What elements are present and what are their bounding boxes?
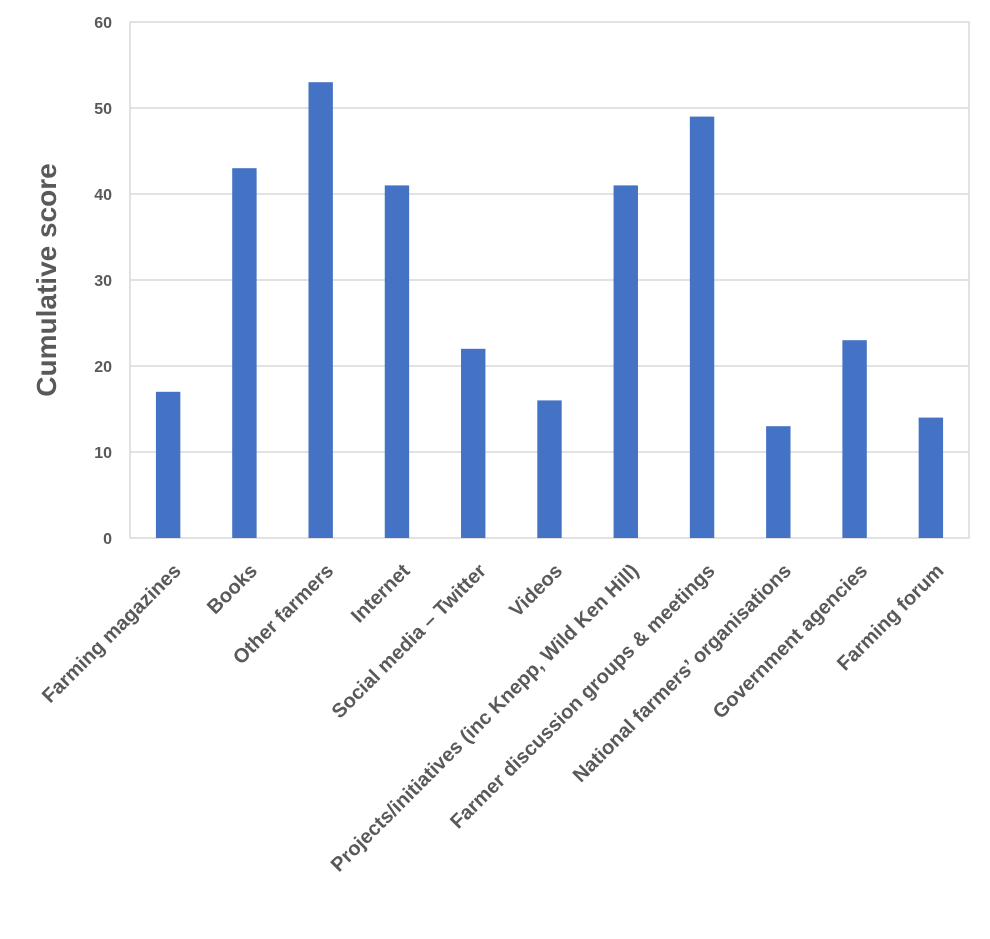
bars: [155, 82, 944, 538]
bar: [689, 116, 715, 538]
y-tick-label: 0: [103, 531, 112, 548]
y-tick-label: 60: [94, 15, 112, 32]
bar: [537, 400, 562, 538]
bar: [766, 426, 791, 538]
y-axis-title: Cumulative score: [31, 163, 62, 396]
bar: [155, 391, 181, 538]
y-tick-label: 30: [94, 273, 112, 290]
gridlines: [130, 107, 969, 453]
bar: [842, 340, 867, 538]
bar: [308, 82, 333, 538]
y-axis-ticks: 0 10 20 30 40 50 60: [94, 15, 112, 548]
bar: [613, 185, 638, 538]
y-tick-label: 50: [94, 101, 112, 118]
bar: [384, 185, 410, 538]
bar: [918, 417, 944, 538]
y-tick-label: 20: [94, 359, 112, 376]
bar: [232, 168, 257, 538]
y-tick-label: 40: [94, 187, 112, 204]
y-tick-label: 10: [94, 445, 112, 462]
bar: [461, 348, 486, 538]
